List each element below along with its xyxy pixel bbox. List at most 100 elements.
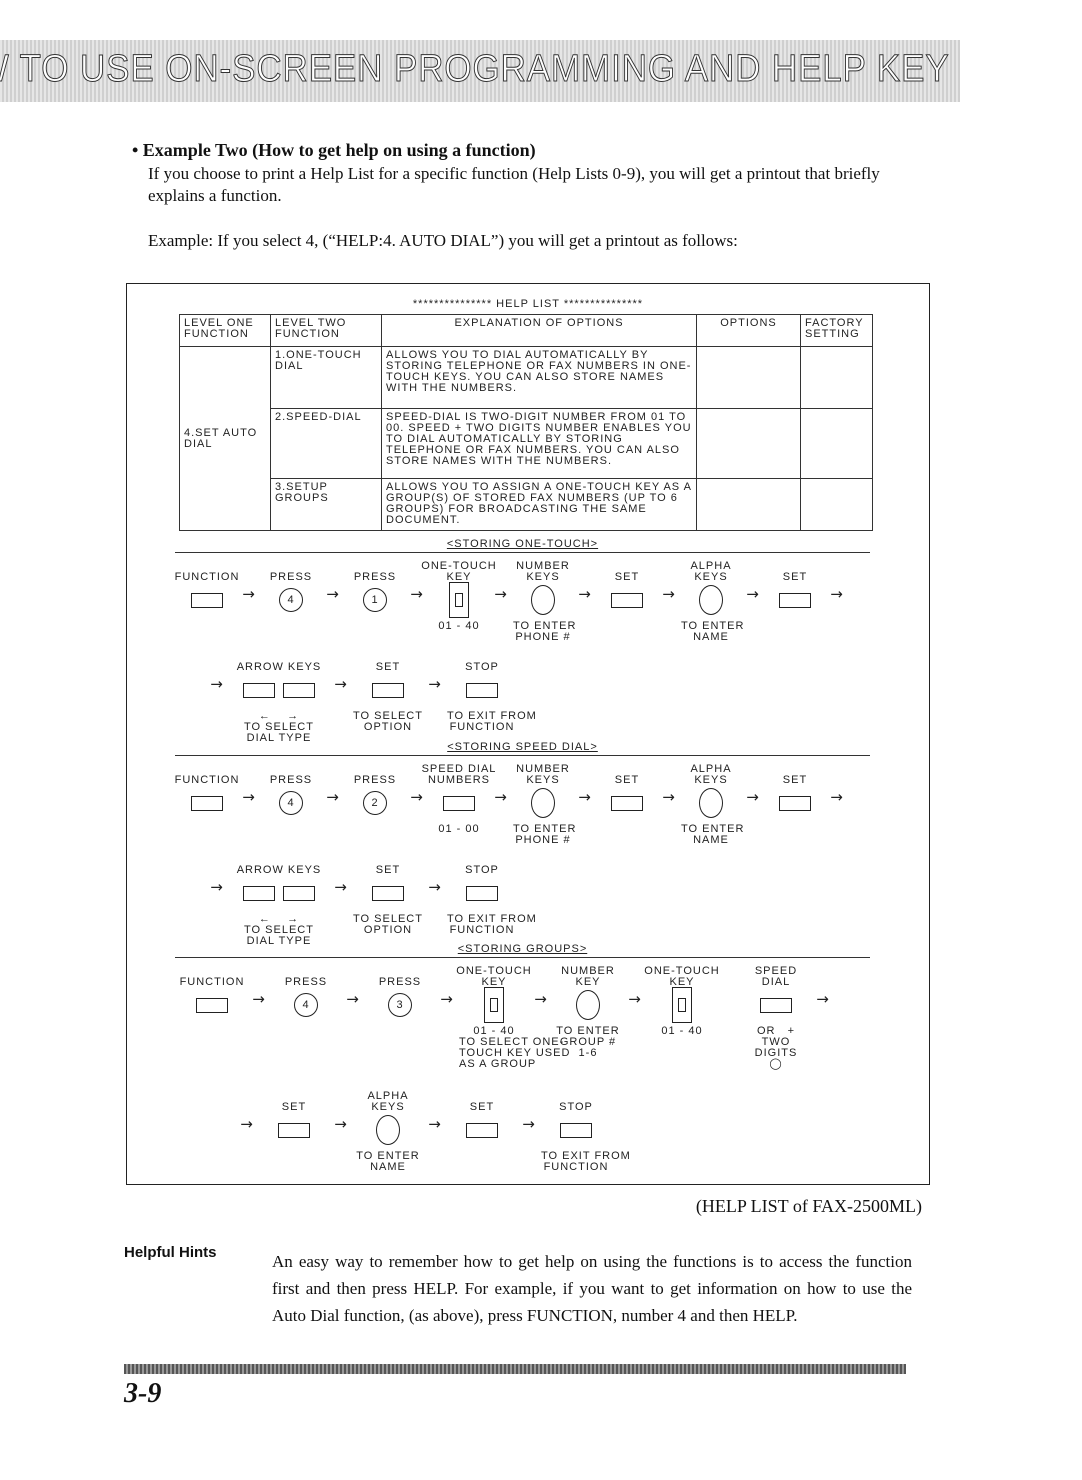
paragraph-intro: If you choose to print a Help List for a… [148,164,880,205]
key-icon [513,583,573,617]
step-label-text: ALPHA KEYS [367,1090,409,1113]
printout-heading: *************** HELP LIST **************… [412,298,644,310]
digit-key-icon: 4 [294,993,318,1017]
step-label: SET [353,649,423,673]
step-label: FUNCTION [175,762,239,786]
helpful-hints-heading: Helpful Hints [124,1244,217,1261]
step-label-text: ONE-TOUCH KEY [421,560,497,583]
key-icon [353,1113,423,1147]
step-label: NUMBER KEYS [513,762,573,786]
arrow-icon: → [326,585,340,603]
key-button-icon [372,682,404,698]
key-icon: 4 [261,786,321,820]
arrow-icon: → [334,675,348,693]
step-label: STOP [447,649,517,673]
col-header: EXPLANATION OF OPTIONS [381,314,697,347]
key-icon [553,988,623,1022]
step-label-text: ARROW KEYS [236,864,322,876]
one-touch-key-inner [678,998,686,1012]
arrow-key-left-icon [243,885,275,901]
key-button-icon [278,1122,310,1138]
step-label: SET [597,559,657,583]
arrow-icon: → [428,878,442,896]
step-label-text: SET [782,774,808,786]
options-cell [696,346,801,409]
step-caption: TO ENTER NAME [681,823,745,846]
level-one-cell: 4.SET AUTO DIAL [179,346,271,531]
section-title-text: <STORING ONE-TOUCH> [446,538,599,550]
step-label: SET [353,852,423,876]
key-icon [765,786,825,820]
key-button-icon [611,795,643,811]
step-label-text: STOP [465,864,499,876]
key-icon [429,582,489,618]
flow-step: PRESS 4 [261,762,321,820]
step-label: SET [447,1089,517,1113]
flow-step: ONE-TOUCH KEY 01 - 40 [644,964,718,1037]
flow-step: NUMBER KEYS TO ENTER PHONE # [513,762,575,846]
arrow-icon: → [628,990,642,1008]
arrow-icon: → [210,878,224,896]
keypad-icon [576,990,600,1020]
key-icon: 1 [345,583,405,617]
flow-row: FUNCTION → PRESS 4 → PRESS 1 → ONE-TOUCH KEY 01 -… [174,559,849,643]
digit-key-icon: 1 [363,588,387,612]
arrow-icon: → [326,788,340,806]
header-title: HOW TO USE ON-SCREEN PROGRAMMING AND HEL… [0,48,950,91]
step-caption: 01 - 40 [438,620,480,632]
flow-step: ONE-TOUCH KEY 01 - 40 [421,559,495,632]
step-label: PRESS [271,964,341,988]
key-button-icon [466,885,498,901]
flow-step: STOP TO EXIT FROM FUNCTION [447,649,537,733]
step-caption: 01 - 40 [661,1025,703,1037]
step-label: NUMBER KEYS [513,559,573,583]
flow-step: PRESS 4 [261,559,321,617]
step-label-text: ONE-TOUCH KEY [456,965,532,988]
step-label-text: FUNCTION [179,976,245,988]
step-caption: TO EXIT FROM FUNCTION [447,710,537,733]
arrow-icon: → [242,585,256,603]
step-label-text: PRESS [284,976,328,988]
key-icon [229,876,329,910]
flow-section: <STORING ONE-TOUCH> FUNCTION → PRESS 4 → PRESS… [175,538,870,744]
key-button-icon [466,1122,498,1138]
section-title: <STORING GROUPS> [175,944,870,958]
arrow-icon: → [746,585,760,603]
flow-row: → SET → ALPHA KEYS TO ENTER NAME → SET → STOP TO … [235,1089,631,1173]
key-icon [447,876,517,910]
key-icon: 3 [365,988,435,1022]
step-caption: TO ENTER PHONE # [513,620,577,643]
step-caption: TO ENTER NAME [681,620,745,643]
arrow-icon: → [242,788,256,806]
figure-caption: (HELP LIST of FAX-2500ML) [695,1196,922,1216]
step-label: PRESS [261,762,321,786]
col-header: OPTIONS [696,314,801,347]
key-icon [647,987,717,1023]
step-label: ALPHA KEYS [681,762,741,786]
flow-step: FUNCTION [174,559,240,617]
step-label: SET [259,1089,329,1113]
key-icon [681,786,741,820]
arrow-icon: → [662,585,676,603]
paragraph-example: Example: If you select 4, (“HELP:4. AUTO… [148,231,738,250]
step-caption: 01 - 00 [438,823,480,835]
digit-key-icon: 4 [279,588,303,612]
section-title-text: <STORING SPEED DIAL> [447,741,598,753]
col-header: FACTORY SETTING [800,314,873,347]
step-label: SET [765,559,825,583]
key-icon [447,673,517,707]
key-icon [681,583,741,617]
step-caption: TO ENTER GROUP # 1-6 [556,1025,620,1059]
step-label: FUNCTION [174,559,240,583]
key-button-icon [779,795,811,811]
digit-key-icon: 2 [363,791,387,815]
step-caption: TO EXIT FROM FUNCTION [541,1150,631,1173]
arrow-icon: → [522,1115,536,1133]
arrow-icon: → [346,990,360,1008]
step-label-text: FUNCTION [174,571,240,583]
flow-step: ARROW KEYS ← → TO SELECT DIAL TYPE [229,852,329,947]
flow-row: → ARROW KEYS ← → TO SELECT DIAL TYPE → SET TO… [205,649,537,744]
step-label: ARROW KEYS [229,852,329,876]
step-label-text: PRESS [378,976,422,988]
key-icon [259,1113,329,1147]
